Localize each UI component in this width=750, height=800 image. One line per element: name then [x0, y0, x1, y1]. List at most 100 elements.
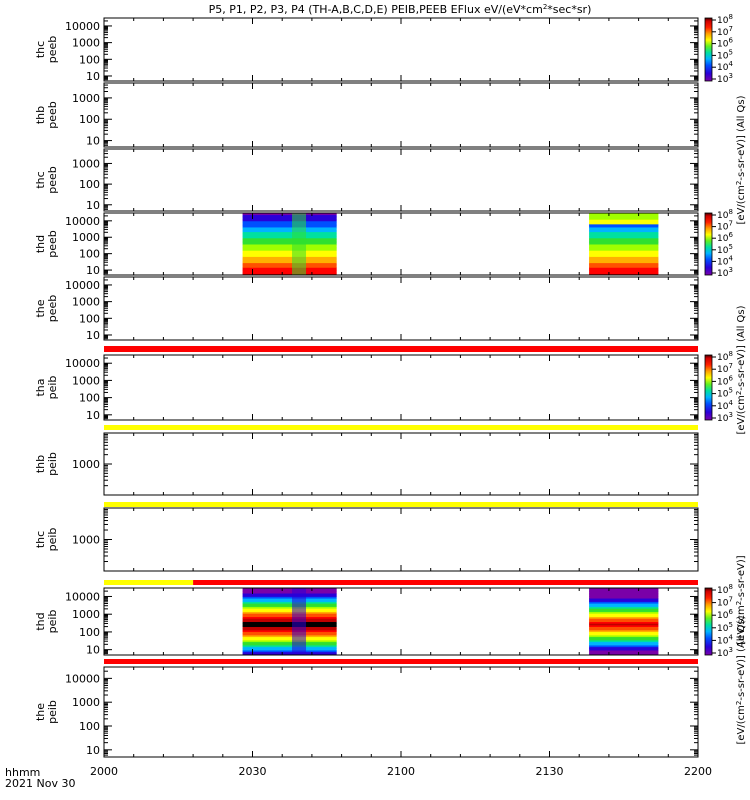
colorbar-tick-label: 104 [717, 254, 733, 267]
status-bar-segment [104, 580, 194, 585]
y-tick-label: 1000 [72, 608, 100, 621]
panel-probe-label: thd [34, 612, 47, 630]
spectrogram-cell [589, 223, 659, 226]
spectrogram-cell [589, 589, 659, 592]
spectrogram-cell [589, 264, 659, 267]
spectrogram-cell [242, 239, 337, 242]
spectrogram-cell [589, 231, 659, 234]
spectrogram-cell [242, 616, 337, 619]
spectrogram-cell [242, 270, 337, 273]
spectrogram-cell [589, 593, 659, 596]
spectrogram-cell [242, 589, 337, 592]
spectrogram-cell [242, 265, 337, 268]
spectrogram-cell [242, 601, 337, 604]
spectrogram-cell [589, 257, 659, 260]
panel-instrument-label: peib [46, 376, 59, 400]
spectrogram-cell [589, 634, 659, 638]
panel-frame [103, 148, 699, 212]
spectrogram-cell [589, 611, 659, 614]
panel-frame [103, 17, 699, 82]
spectrogram-cell [589, 259, 659, 262]
colorbar-tick-label: 106 [717, 37, 733, 50]
panel-probe-label: thd [34, 235, 47, 253]
panel-3-thc-peeb: 10 100 1000 thc peeb [34, 148, 699, 212]
spectrogram-cell [242, 596, 337, 599]
spectrogram-cell [589, 629, 659, 633]
panel-instrument-label: peeb [46, 295, 59, 323]
spectrogram-cell [589, 250, 659, 253]
spectrogram-cell [242, 609, 337, 612]
spectrogram-cell [242, 256, 337, 259]
spectrogram-cell [242, 614, 337, 617]
spectrogram-cell [242, 608, 337, 611]
spectrogram-cell [242, 228, 337, 231]
y-tick-label: 10000 [65, 590, 100, 603]
colorbar-tick-label: 107 [717, 596, 733, 609]
spectrogram-cell [242, 634, 337, 638]
colorbar-label-4: [eV/(cm2-s-sr-eV)] (All Qs) [735, 615, 747, 744]
spectrogram-cell [242, 606, 337, 609]
spectrogram-cell [242, 611, 337, 614]
colorbar-tick-label: 104 [717, 399, 733, 412]
colorbar [704, 354, 713, 421]
x-axis-label-hhmm: hhmm [5, 766, 40, 779]
spectrogram-cell [242, 250, 337, 253]
panel-probe-label: the [34, 299, 47, 317]
spectrogram-cell [589, 614, 659, 617]
spectrogram-cell [242, 262, 337, 265]
y-tick-label: 1000 [72, 458, 100, 471]
panel-frame [103, 432, 699, 496]
spectrogram-cell [589, 608, 659, 611]
spectrogram-cell [242, 223, 337, 226]
spectrogram-cell [589, 653, 659, 656]
spectrogram-cell [589, 631, 659, 634]
y-tick-label: 1000 [72, 296, 100, 309]
x-tick-label: 2130 [536, 765, 564, 778]
spectrogram-cell [242, 234, 337, 237]
spectrogram-cell [242, 588, 337, 591]
y-tick-label: 1000 [72, 534, 100, 547]
spectrogram-cell [589, 638, 659, 641]
spectrogram-cell [242, 643, 337, 646]
colorbar-tick-label: 105 [717, 387, 733, 400]
spectrogram-cell [589, 217, 659, 220]
panel-instrument-label: peeb [46, 230, 59, 258]
colorbar-tick-label: 103 [717, 411, 733, 424]
spectrogram-cell [589, 216, 659, 219]
colorbar-tick-label: 106 [717, 608, 733, 621]
spectrogram-cell [589, 222, 659, 225]
y-tick-label: 100 [79, 113, 100, 126]
y-tick-label: 10 [86, 70, 100, 83]
spectrogram-cell [589, 248, 659, 251]
y-tick-label: 10 [86, 264, 100, 277]
spectrogram-cell [589, 596, 659, 599]
spectrogram-cell [242, 242, 337, 245]
colorbar-label-1: [eV/(cm2-s-sr-eV)] (All Qs) [735, 95, 747, 224]
colorbar-tick-label: 106 [717, 231, 733, 244]
x-tick-label: 2000 [90, 765, 118, 778]
spectrogram-cell [589, 609, 659, 612]
colorbar-tick-label: 105 [717, 621, 733, 634]
spectrogram-cell [242, 230, 337, 233]
spectrogram-cell [242, 653, 337, 656]
spectrogram-cell [242, 264, 337, 267]
y-tick-label: 1000 [72, 157, 100, 170]
spectrogram-cell [242, 273, 337, 276]
spectrogram-cell [242, 646, 337, 649]
panel-5-the-peeb: 10 100 1000 10000 the peeb [34, 276, 699, 352]
spectrogram-cell [242, 633, 337, 636]
spectrogram-cell [589, 256, 659, 259]
spectrogram-cell [242, 233, 337, 236]
y-tick-label: 1000 [72, 231, 100, 244]
colorbar-tick-label: 104 [717, 633, 733, 646]
y-tick-label: 10000 [65, 672, 100, 685]
spectrogram-cell [242, 254, 337, 257]
spectrogram-cell [242, 261, 337, 264]
panel-frame [103, 666, 699, 758]
spectrogram-cell [589, 633, 659, 636]
spectrogram-cell [242, 591, 337, 594]
